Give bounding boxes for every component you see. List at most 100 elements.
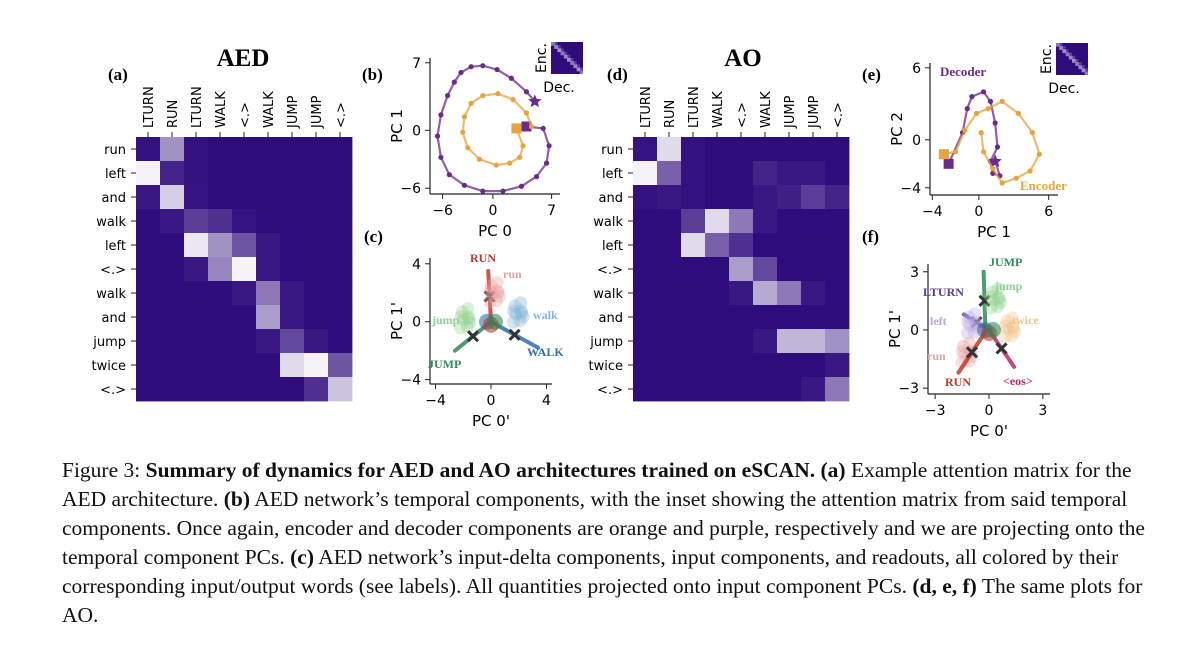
temporal-plot-aed: −6 0 7 −6 0 7 PC 0 PC 1 Enc. Dec. xyxy=(388,42,584,240)
input-cloud-point xyxy=(484,279,498,293)
series-point xyxy=(445,93,451,99)
series-point xyxy=(500,188,506,194)
heat-cell xyxy=(633,353,658,378)
heat-cell xyxy=(705,329,730,354)
heat-cell xyxy=(256,209,281,234)
heat-cell xyxy=(777,137,802,162)
panel-a-title: AED xyxy=(217,45,270,72)
panel-d-title: AO xyxy=(724,45,762,72)
heat-cell xyxy=(657,281,682,306)
y-tick-label: run xyxy=(104,143,126,158)
heat-cell xyxy=(753,353,778,378)
series-point xyxy=(434,133,441,139)
heat-cell xyxy=(657,233,682,258)
input-cloud-point xyxy=(463,315,477,329)
heat-cell xyxy=(184,281,209,306)
heat-cell xyxy=(136,209,161,234)
inset-diagonal-cell xyxy=(576,67,581,72)
series-point xyxy=(494,66,500,73)
series-point xyxy=(962,127,968,133)
x-tick-label: LTURN xyxy=(687,86,702,128)
input-cloud-point xyxy=(507,304,521,318)
heat-cell xyxy=(753,209,778,234)
heat-cell xyxy=(256,281,281,306)
heat-cell xyxy=(280,305,305,330)
input-cloud-point xyxy=(991,282,1005,296)
panel-b-label: (b) xyxy=(362,65,383,84)
caption-c-label: (c) xyxy=(290,545,314,569)
inset-offdiag-cell xyxy=(570,58,574,62)
series-name-label: left xyxy=(930,314,947,328)
x-tick-label: <.> xyxy=(334,102,349,128)
x-tick-label: 0 xyxy=(488,203,497,219)
series-point xyxy=(510,96,516,103)
heat-cell xyxy=(633,233,658,258)
heat-cell xyxy=(208,137,233,162)
inset-top-label: Enc. xyxy=(1039,44,1055,74)
series-name-label: Encoder xyxy=(1020,178,1067,193)
x-tick-label: 0 xyxy=(974,204,983,220)
x-tick-label: WALK xyxy=(759,91,774,128)
heat-cell xyxy=(633,257,658,282)
inset-offdiag-cell xyxy=(560,48,564,52)
input-cloud-point xyxy=(462,312,476,326)
y-tick-label: 0 xyxy=(412,123,421,139)
inset-offdiag-cell xyxy=(573,61,577,65)
heat-cell xyxy=(304,233,329,258)
heat-cell xyxy=(160,353,185,378)
series-point xyxy=(994,144,1001,150)
x-tick-label: 0 xyxy=(985,403,994,419)
heat-cell xyxy=(753,329,778,354)
heat-cell xyxy=(633,185,658,210)
heat-cell xyxy=(681,137,706,162)
heat-cell xyxy=(801,305,826,330)
input-cloud-point xyxy=(986,293,1000,307)
input-cloud-point xyxy=(1006,319,1020,333)
y-tick-label: and xyxy=(599,311,623,326)
heat-cell xyxy=(729,161,754,186)
input-cloud-point xyxy=(1008,325,1022,339)
heat-cell xyxy=(705,137,730,162)
heat-cell xyxy=(256,185,281,210)
x-tick-label: LTURN xyxy=(142,86,157,128)
y-tick-label: left xyxy=(602,167,623,182)
x-tick-label: RUN xyxy=(166,100,181,128)
x-tick-label: 0 xyxy=(487,393,496,409)
caption-title: Summary of dynamics for AED and AO archi… xyxy=(145,458,816,482)
y-tick-label: walk xyxy=(96,215,126,230)
heat-cell xyxy=(729,185,754,210)
y-tick-label: left xyxy=(602,239,623,254)
inset-offdiag-cell xyxy=(557,45,561,49)
series-point xyxy=(517,154,523,160)
series-name-label: walk xyxy=(533,308,558,322)
x-tick-label: −3 xyxy=(925,403,946,419)
heat-cell xyxy=(777,377,802,402)
heat-cell xyxy=(136,377,161,402)
series-point xyxy=(543,160,550,166)
temporal-plot-ao: −4 0 6 −4 0 6 PC 1 PC 2 Decoder Encoder Enc. Dec. xyxy=(888,43,1089,241)
heat-cell xyxy=(184,305,209,330)
inset-diagonal-cell xyxy=(567,58,571,62)
series-point xyxy=(438,154,444,160)
heat-cell xyxy=(633,377,658,402)
series-point xyxy=(1027,168,1033,174)
y-axis-label: PC 1 xyxy=(388,109,406,143)
series-name-label: Decoder xyxy=(940,64,986,79)
series-name-label: JUMP xyxy=(428,357,461,371)
heat-cell xyxy=(136,329,161,354)
heat-cell xyxy=(729,137,754,162)
y-tick-label: −4 xyxy=(400,373,421,389)
heat-cell xyxy=(633,209,658,234)
heat-cell xyxy=(777,305,802,330)
heat-cell xyxy=(208,281,233,306)
y-tick-label: left xyxy=(105,167,126,182)
inset-bottom-label: Dec. xyxy=(1048,81,1080,97)
heat-cell xyxy=(705,233,730,258)
heat-cell xyxy=(136,233,161,258)
input-cloud-point xyxy=(516,310,530,324)
series-point xyxy=(978,130,984,136)
y-tick-label: and xyxy=(599,191,623,206)
inset-diagonal-cell xyxy=(551,42,555,46)
series-point xyxy=(985,106,991,112)
start-square-marker xyxy=(943,158,954,169)
